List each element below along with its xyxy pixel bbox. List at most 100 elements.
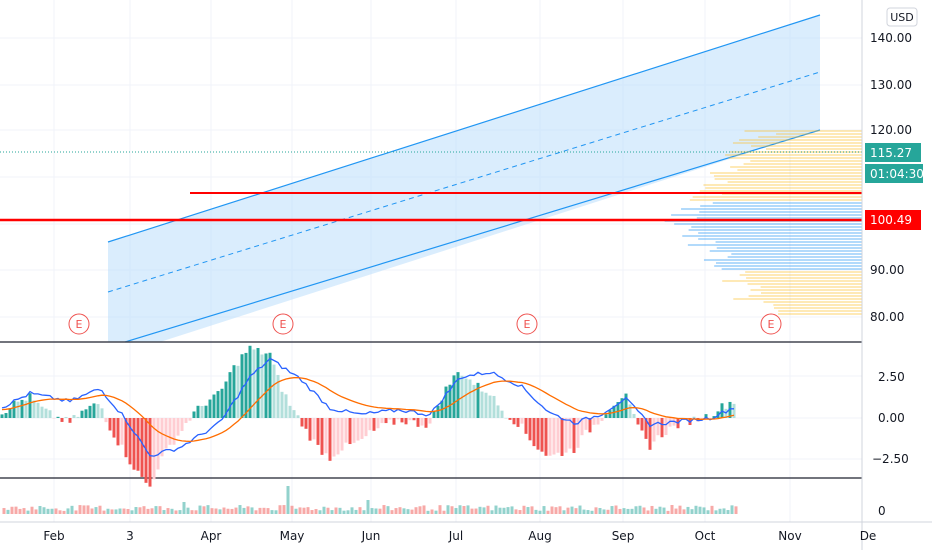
support-price-label: 100.49 (870, 213, 912, 227)
volume-bar (374, 508, 378, 514)
price-tick: 80.00 (870, 310, 904, 324)
macd-histogram-bar (364, 418, 368, 437)
time-label: Aug (528, 529, 551, 543)
time-label: Sep (612, 529, 635, 543)
macd-histogram-bar (336, 418, 340, 455)
volume-bar (706, 510, 710, 514)
volume-bar (578, 505, 582, 514)
volume-bar (246, 506, 250, 514)
time-label: Jun (361, 529, 381, 543)
earnings-marker[interactable]: E (516, 313, 538, 335)
time-label: De (860, 529, 877, 543)
volume-bar (442, 510, 446, 514)
macd-histogram-bar (408, 418, 412, 421)
macd-histogram-bar (280, 391, 284, 418)
volume-bar (82, 505, 86, 514)
macd-histogram-bar (200, 405, 204, 418)
macd-histogram-bar (0, 414, 4, 418)
currency-button[interactable] (886, 7, 918, 27)
macd-histogram-bar (116, 418, 120, 446)
macd-histogram-bar (656, 418, 660, 436)
macd-histogram-bar (320, 418, 324, 455)
macd-histogram-bar (536, 418, 540, 450)
macd-histogram-bar (328, 418, 332, 461)
volume-bar (298, 507, 302, 514)
macd-histogram-bar (108, 418, 112, 431)
earnings-marker[interactable]: E (272, 313, 294, 335)
price-axis[interactable]: USD 140.00 130.00 120.00 90.00 80.00 115… (865, 7, 924, 324)
macd-histogram-bar (276, 374, 280, 418)
volume-bar (262, 507, 266, 514)
macd-histogram-bar (540, 418, 544, 452)
volume-bar (438, 505, 442, 514)
volume-bar (422, 505, 426, 514)
volume-bar (558, 506, 562, 514)
macd-tick: 0.00 (878, 411, 905, 425)
volume-bar (110, 509, 114, 514)
volume-bar (98, 505, 102, 514)
macd-histogram-bar (284, 394, 288, 418)
macd-histogram-bar (12, 400, 16, 418)
macd-histogram-bar (4, 413, 8, 418)
volume-bar (146, 508, 150, 514)
price-tick: 140.00 (870, 31, 912, 45)
volume-bar (378, 508, 382, 514)
volume-bar (502, 507, 506, 514)
macd-histogram-bar (104, 418, 108, 423)
macd-histogram-bar (528, 418, 532, 441)
macd-histogram-bar (244, 352, 248, 418)
volume-bar (122, 508, 126, 514)
volume-bar (490, 510, 494, 514)
volume-profile (664, 130, 862, 315)
macd-histogram-bar (268, 352, 272, 418)
macd-histogram-bar (664, 418, 668, 436)
macd-histogram-bar (604, 414, 608, 418)
volume-bar (182, 502, 186, 514)
volume-bar (142, 506, 146, 514)
macd-histogram-bar (560, 418, 564, 456)
volume-bar (166, 508, 170, 514)
macd-histogram-bar (196, 405, 200, 418)
volume-bar (666, 510, 670, 514)
currency-label: USD (890, 11, 914, 24)
macd-histogram-bar (388, 418, 392, 420)
volume-bar (18, 508, 22, 514)
earnings-marker[interactable]: E (760, 313, 782, 335)
volume-bar (218, 509, 222, 514)
volume-bar (586, 510, 590, 514)
volume-bar (42, 507, 46, 514)
volume-bar (570, 506, 574, 514)
volume-bar (210, 508, 214, 514)
volume-bar (626, 508, 630, 514)
earnings-marker[interactable]: E (68, 313, 90, 335)
macd-histogram-bar (288, 405, 292, 418)
time-axis[interactable]: Feb 3 Apr May Jun Jul Aug Sep Oct Nov De (43, 529, 876, 543)
macd-histogram-bar (92, 403, 96, 418)
volume-bar (454, 508, 458, 514)
volume-bar (682, 509, 686, 514)
volume-bar (678, 505, 682, 514)
volume-bar (158, 506, 162, 514)
volume-bar (238, 505, 242, 514)
volume-bar (342, 510, 346, 514)
macd-histogram-bar (44, 408, 48, 418)
macd-histogram-bar (332, 418, 336, 457)
volume-bar (394, 508, 398, 514)
macd-histogram-bar (232, 365, 236, 418)
macd-histogram-bar (360, 418, 364, 439)
macd-histogram-bar (52, 418, 56, 419)
volume-bar (338, 507, 342, 514)
macd-histogram-bar (204, 405, 208, 418)
volume-bar (178, 510, 182, 514)
volume-bar (594, 507, 598, 514)
volume-bar (426, 510, 430, 514)
volume-pane (2, 486, 738, 514)
macd-histogram-bar (400, 418, 404, 423)
macd-histogram-bar (712, 416, 716, 418)
macd-histogram-bar (596, 418, 600, 425)
macd-histogram-bar (392, 418, 396, 425)
macd-histogram-bar (252, 349, 256, 418)
volume-bar (634, 506, 638, 514)
